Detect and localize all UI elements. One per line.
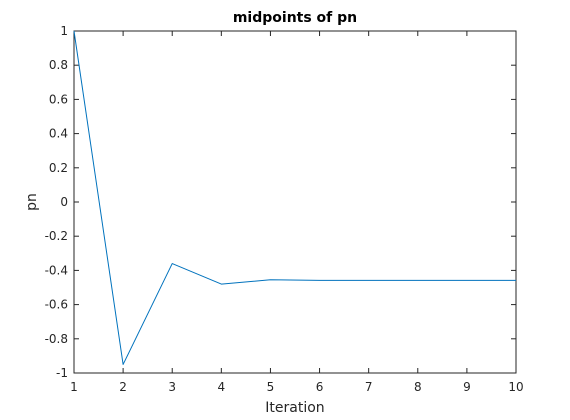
y-tick-label: 0.2	[49, 161, 68, 175]
y-tick-label: 0.4	[49, 127, 68, 141]
x-tick-label: 2	[119, 380, 127, 394]
x-tick-label: 9	[463, 380, 471, 394]
x-tick-label: 1	[70, 380, 78, 394]
y-axis-label: pn	[24, 193, 40, 211]
y-tick-label: 0.6	[49, 92, 68, 106]
x-tick-label: 3	[168, 380, 176, 394]
series-layer	[73, 30, 516, 365]
y-tick-label: -0.2	[45, 229, 68, 243]
y-tick-label: 1	[60, 24, 68, 38]
y-tick-label: -1	[56, 366, 68, 380]
x-tick-label: 8	[414, 380, 422, 394]
y-tick-label: -0.4	[45, 263, 68, 277]
y-tick-label: -0.8	[45, 332, 68, 346]
x-axis-label: Iteration	[265, 400, 324, 416]
chart-title: midpoints of pn	[233, 10, 357, 26]
y-tick-label: 0	[60, 195, 68, 209]
x-tick-label: 10	[508, 380, 523, 394]
y-tick-label: 0.8	[49, 58, 68, 72]
x-tick-label: 6	[316, 380, 324, 394]
x-tick-label: 4	[218, 380, 226, 394]
plot-area	[73, 30, 517, 374]
y-tick-label: -0.6	[45, 298, 68, 312]
x-tick-label: 7	[365, 380, 373, 394]
series-line-0	[73, 30, 516, 365]
axis-ticks: 1 2 3 4 5 6 7 8 9 10 -1 -0.8 -0.6 -0.4 -0.2 0 0.2 0.4 0.6 0…	[45, 24, 524, 394]
x-tick-label: 5	[267, 380, 275, 394]
